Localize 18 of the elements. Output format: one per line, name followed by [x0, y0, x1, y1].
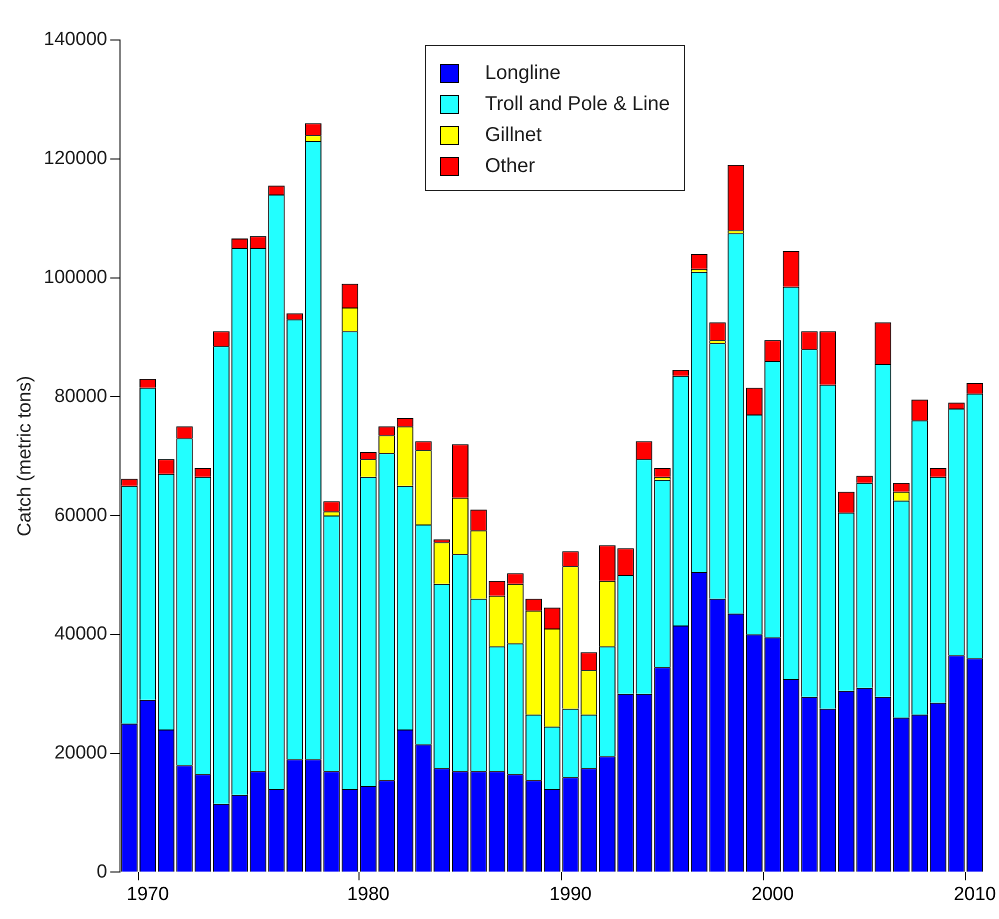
y-tick-label: 20000	[54, 742, 108, 764]
x-tick-label: 2010	[954, 884, 996, 905]
legend-label: Other	[485, 155, 536, 178]
x-tick-label: 2000	[752, 884, 794, 905]
y-axis-title: Catch (metric tons)	[14, 376, 36, 536]
legend-label: Longline	[485, 62, 561, 85]
y-tick-label: 140000	[44, 29, 108, 50]
y-tick-label: 60000	[54, 504, 108, 526]
x-tick-label: 1980	[347, 884, 390, 905]
y-tick-label: 100000	[44, 267, 108, 288]
y-tick-label: 0	[96, 861, 108, 882]
legend-label: Troll and Pole & Line	[485, 93, 670, 116]
y-tick-label: 80000	[54, 386, 108, 407]
legend-label: Gillnet	[485, 124, 542, 147]
x-tick-label: 1970	[126, 884, 169, 905]
x-tick-label: 1990	[549, 884, 592, 905]
y-tick-label: 120000	[44, 148, 108, 170]
y-tick-label: 40000	[54, 624, 108, 645]
